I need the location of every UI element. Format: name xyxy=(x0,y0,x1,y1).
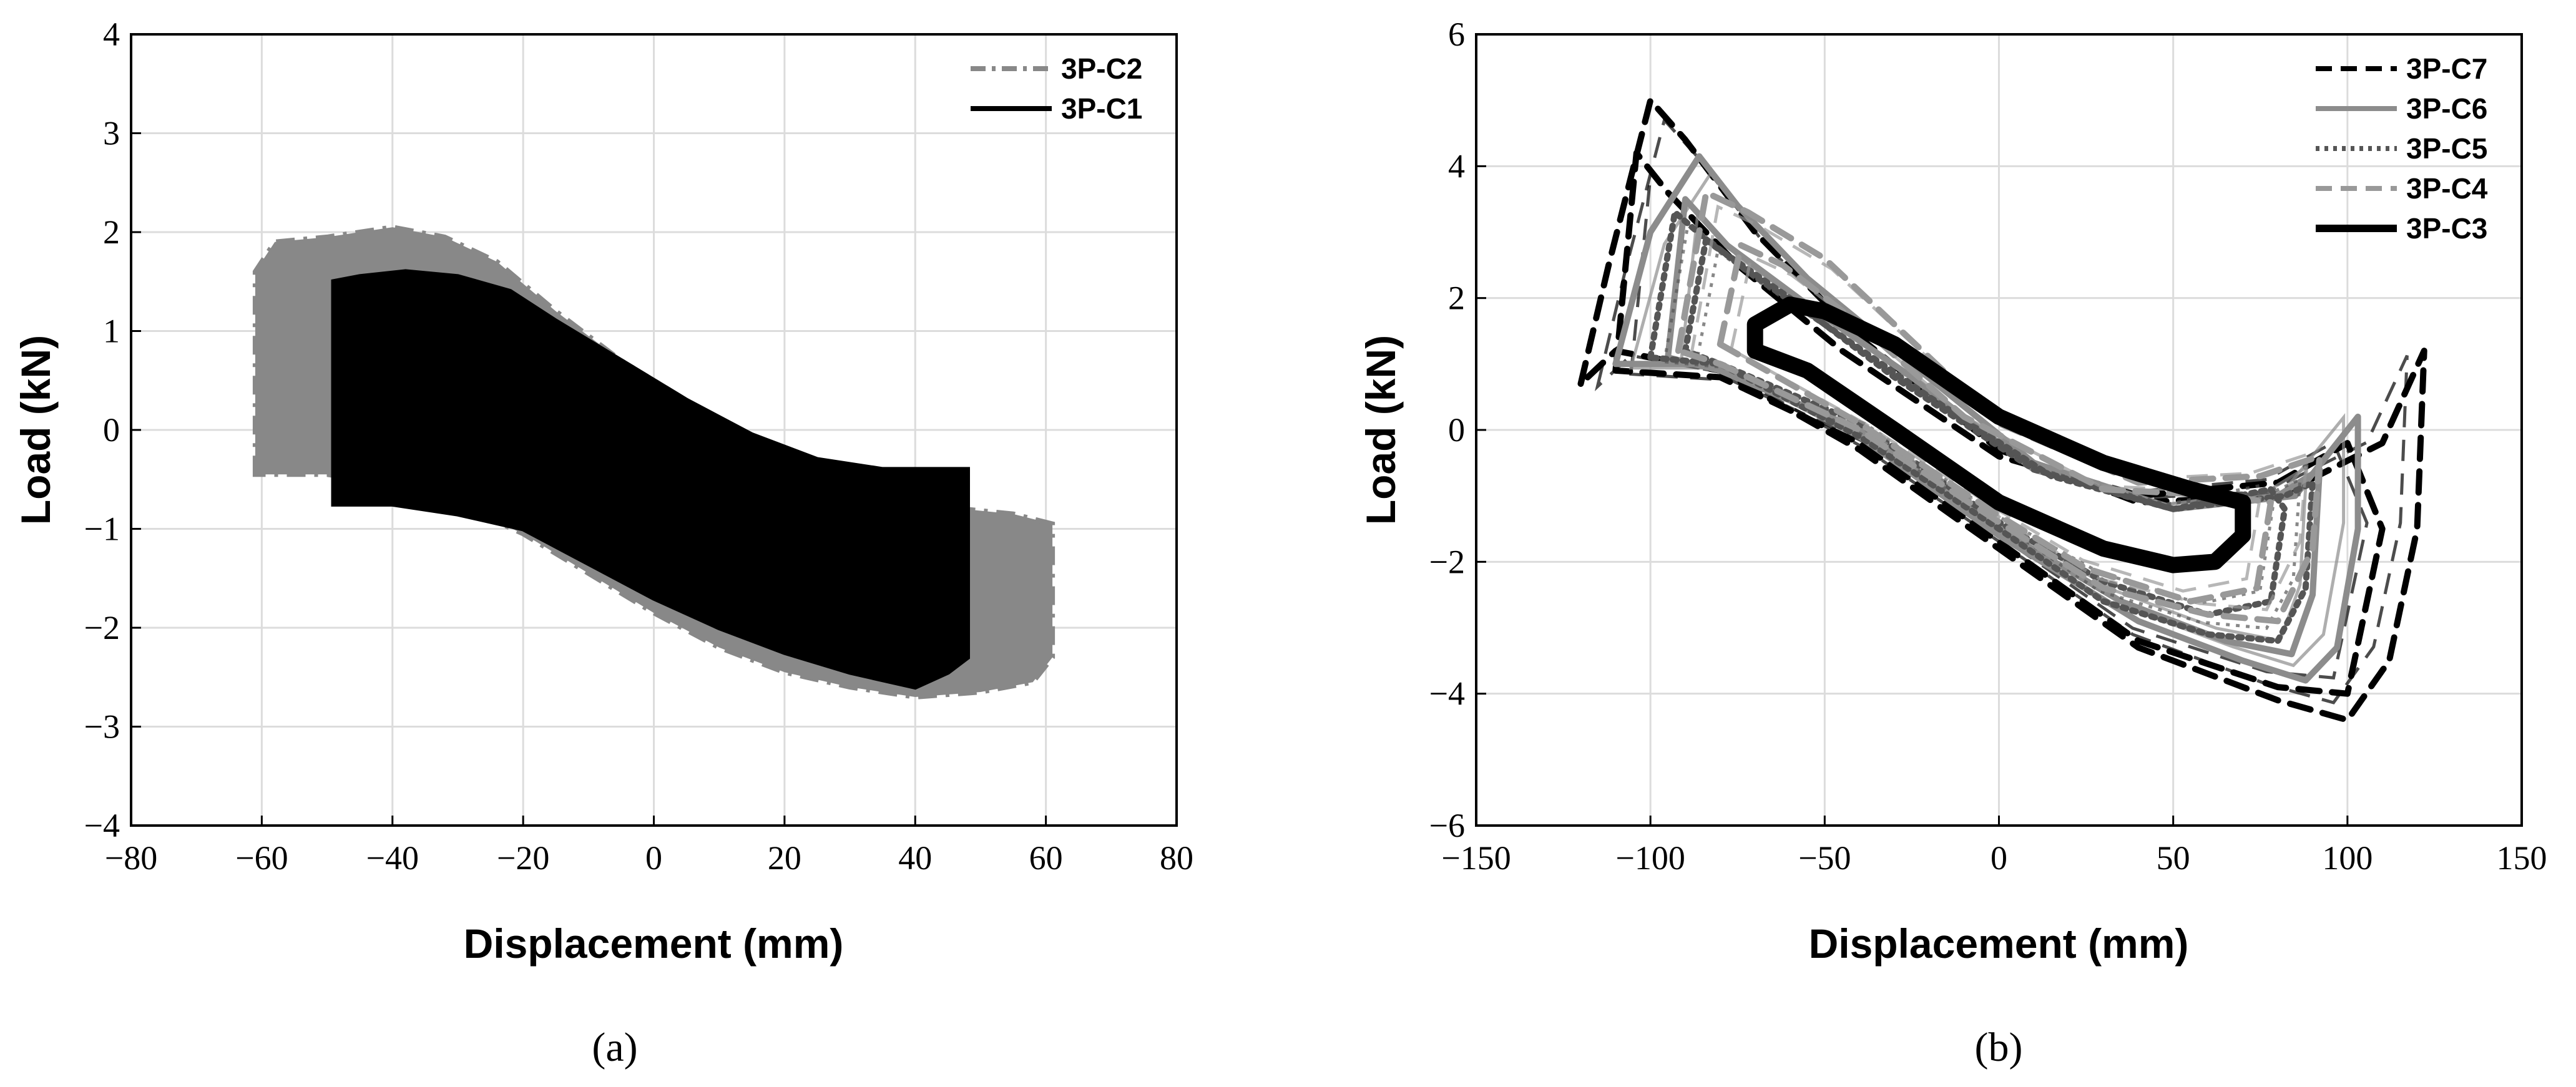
panel-b-data-layer xyxy=(1577,97,2427,723)
a-x-tick-label: 80 xyxy=(1160,839,1193,877)
a-y-tick-label: −4 xyxy=(84,807,120,844)
panel-a-x-tick-labels: −80 −60 −40 −20 0 20 40 60 80 xyxy=(105,816,1193,877)
a-x-tick-label: −40 xyxy=(366,839,419,877)
b-x-tick-label: −150 xyxy=(1441,839,1511,877)
a-y-tick-label: 2 xyxy=(103,213,120,251)
panel-b-x-axis-label: Displacement (mm) xyxy=(1809,920,2189,967)
a-y-tick-label: −3 xyxy=(84,708,120,746)
a-x-tick-label: −20 xyxy=(497,839,549,877)
a-x-tick-label: 40 xyxy=(898,839,932,877)
b-y-tick-label: −6 xyxy=(1429,807,1465,844)
b-legend-label-3p-c3: 3P-C3 xyxy=(2406,212,2487,245)
a-y-tick-label: 0 xyxy=(103,411,120,449)
a-x-tick-label: 60 xyxy=(1029,839,1063,877)
a-y-tick-label: −2 xyxy=(84,609,120,646)
panel-b-chart: −150 −100 −50 0 50 100 150 −6 −4 −2 0 2 4 6 Displace… xyxy=(1358,16,2547,1070)
panel-b-x-tick-labels: −150 −100 −50 0 50 100 150 xyxy=(1441,816,2547,877)
b-series-3p-c3 xyxy=(1746,296,2251,573)
b-legend-label-3p-c7: 3P-C7 xyxy=(2406,52,2487,85)
b-x-tick-label: 0 xyxy=(1991,839,2007,877)
b-legend-label-3p-c4: 3P-C4 xyxy=(2406,172,2488,205)
b-x-tick-label: 100 xyxy=(2322,839,2373,877)
a-x-tick-label: −60 xyxy=(235,839,288,877)
panel-a-y-axis-label: Load (kN) xyxy=(12,335,59,525)
b-y-tick-label: 0 xyxy=(1448,411,1465,449)
a-legend-label-3p-c2: 3P-C2 xyxy=(1061,52,1142,85)
panel-a-legend: 3P-C2 3P-C1 xyxy=(971,52,1142,125)
b-y-tick-label: −2 xyxy=(1429,543,1465,580)
panel-b-caption: (b) xyxy=(1975,1025,2023,1070)
a-series-3p-c1 xyxy=(331,269,970,690)
b-x-tick-label: 50 xyxy=(2157,839,2190,877)
b-series-3p-c4-loop xyxy=(1675,189,2323,625)
a-y-tick-label: 4 xyxy=(103,16,120,53)
b-series-3p-c7-inner-loop xyxy=(1594,117,2409,704)
b-y-tick-label: 4 xyxy=(1448,147,1465,185)
panel-a-chart: −80 −60 −40 −20 0 20 40 60 80 −4 −3 −2 −1 0 1 2 3 4 Disp… xyxy=(12,16,1193,1070)
b-x-tick-label: −50 xyxy=(1798,839,1851,877)
b-series-3p-c7-loop xyxy=(1612,150,2386,697)
a-y-tick-label: −1 xyxy=(84,510,120,548)
panel-b-y-axis-label: Load (kN) xyxy=(1358,335,1404,525)
b-y-tick-label: 6 xyxy=(1448,16,1465,53)
panel-b-y-tick-labels: −6 −4 −2 0 2 4 6 xyxy=(1429,16,1486,844)
b-legend-label-3p-c5: 3P-C5 xyxy=(2406,132,2487,165)
b-y-tick-label: −4 xyxy=(1429,675,1465,713)
a-series-3p-c1-loop xyxy=(331,269,970,690)
a-x-tick-label: 0 xyxy=(645,839,662,877)
panel-a-data-layer xyxy=(252,225,1055,700)
panel-a-x-axis-label: Displacement (mm) xyxy=(464,920,844,967)
a-x-tick-label: 20 xyxy=(768,839,801,877)
a-legend-label-3p-c1: 3P-C1 xyxy=(1061,92,1142,125)
b-legend-label-3p-c6: 3P-C6 xyxy=(2406,92,2487,125)
a-y-tick-label: 1 xyxy=(103,313,120,350)
b-x-tick-label: −100 xyxy=(1615,839,1685,877)
panel-b-legend: 3P-C7 3P-C6 3P-C5 3P-C4 3P-C3 xyxy=(2316,52,2488,245)
b-x-tick-label: 150 xyxy=(2497,839,2547,877)
panel-a-caption: (a) xyxy=(592,1025,637,1070)
a-y-tick-label: 3 xyxy=(103,115,120,152)
b-series-3p-c3-loop xyxy=(1746,296,2251,573)
a-x-tick-label: −80 xyxy=(105,839,157,877)
b-y-tick-label: 2 xyxy=(1448,280,1465,317)
panel-a-y-tick-labels: −4 −3 −2 −1 0 1 2 3 4 xyxy=(84,16,141,844)
